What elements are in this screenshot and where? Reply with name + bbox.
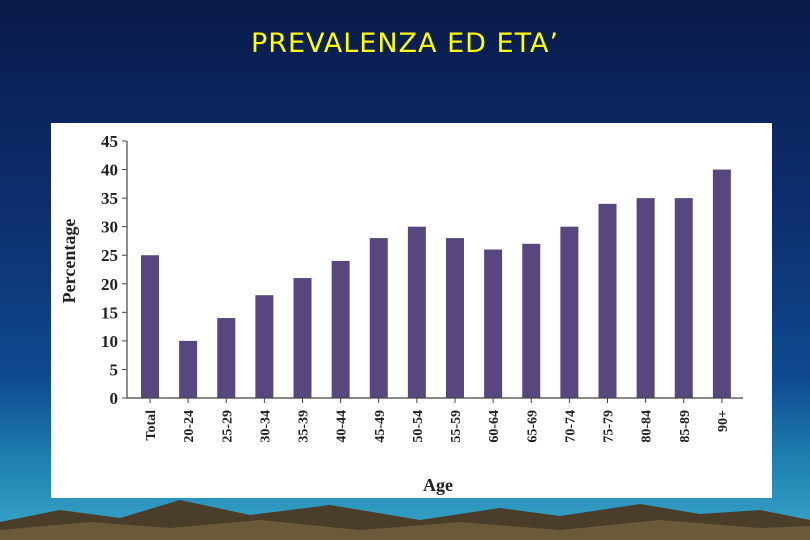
- x-tick-label: 90+: [716, 410, 731, 432]
- bar: [179, 340, 198, 398]
- y-tick-label: 30: [101, 218, 118, 237]
- bar: [636, 198, 655, 398]
- bar: [217, 318, 236, 398]
- bar: [560, 226, 579, 398]
- x-tick-label: Total: [144, 410, 159, 441]
- y-axis: 0 5 10 15 20 25 30 35 40 45: [101, 132, 128, 408]
- x-tick-label: 65-69: [525, 410, 540, 443]
- y-tick-label: 20: [101, 275, 118, 294]
- y-axis-label: Percentage: [59, 219, 79, 304]
- x-tick-label: 85-89: [678, 410, 693, 443]
- x-tick-label: 55-59: [449, 410, 464, 443]
- bars: [141, 169, 731, 398]
- x-axis-label: Age: [423, 475, 453, 495]
- bar: [369, 238, 388, 398]
- y-tick-label: 10: [101, 332, 118, 351]
- bar: [446, 238, 464, 398]
- y-tick-label: 40: [101, 161, 118, 180]
- y-tick-label: 25: [101, 246, 118, 265]
- bar-chart: 0 5 10 15 20 25 30 35 40 45 Total 20-24 25-29 30-34 3…: [59, 132, 743, 495]
- y-tick-label: 0: [110, 389, 119, 408]
- bar: [674, 198, 693, 398]
- x-tick-label: 40-44: [335, 410, 350, 443]
- y-tick-label: 5: [110, 360, 119, 379]
- bar: [407, 226, 426, 398]
- x-tick-label: 20-24: [182, 410, 197, 443]
- x-axis: Total 20-24 25-29 30-34 35-39 40-44 45-49 50-54…: [127, 397, 743, 443]
- slide-title: PREVALENZA ED ETA’: [250, 28, 560, 59]
- x-tick-label: 35-39: [297, 410, 312, 443]
- y-tick-label: 45: [101, 132, 118, 151]
- bar: [331, 260, 350, 398]
- bar: [255, 295, 274, 398]
- x-tick-label: 80-84: [640, 410, 655, 443]
- bar: [293, 278, 312, 398]
- bar: [522, 243, 541, 398]
- x-tick-label: 60-64: [487, 410, 502, 443]
- x-tick-label: 25-29: [220, 410, 235, 443]
- x-tick-label: 45-49: [373, 410, 388, 443]
- x-tick-label: 70-74: [563, 410, 578, 443]
- y-tick-label: 35: [101, 189, 118, 208]
- bar: [141, 255, 159, 398]
- y-tick-label: 15: [101, 303, 118, 322]
- x-tick-label: 30-34: [258, 410, 273, 443]
- x-tick-label: 75-79: [602, 410, 617, 443]
- bar: [712, 169, 731, 398]
- bar: [598, 203, 617, 398]
- ground-decoration: [0, 500, 810, 540]
- x-tick-label: 50-54: [411, 410, 426, 443]
- chart-panel: 0 5 10 15 20 25 30 35 40 45 Total 20-24 25-29 30-34 3…: [51, 123, 772, 498]
- bar: [484, 249, 503, 398]
